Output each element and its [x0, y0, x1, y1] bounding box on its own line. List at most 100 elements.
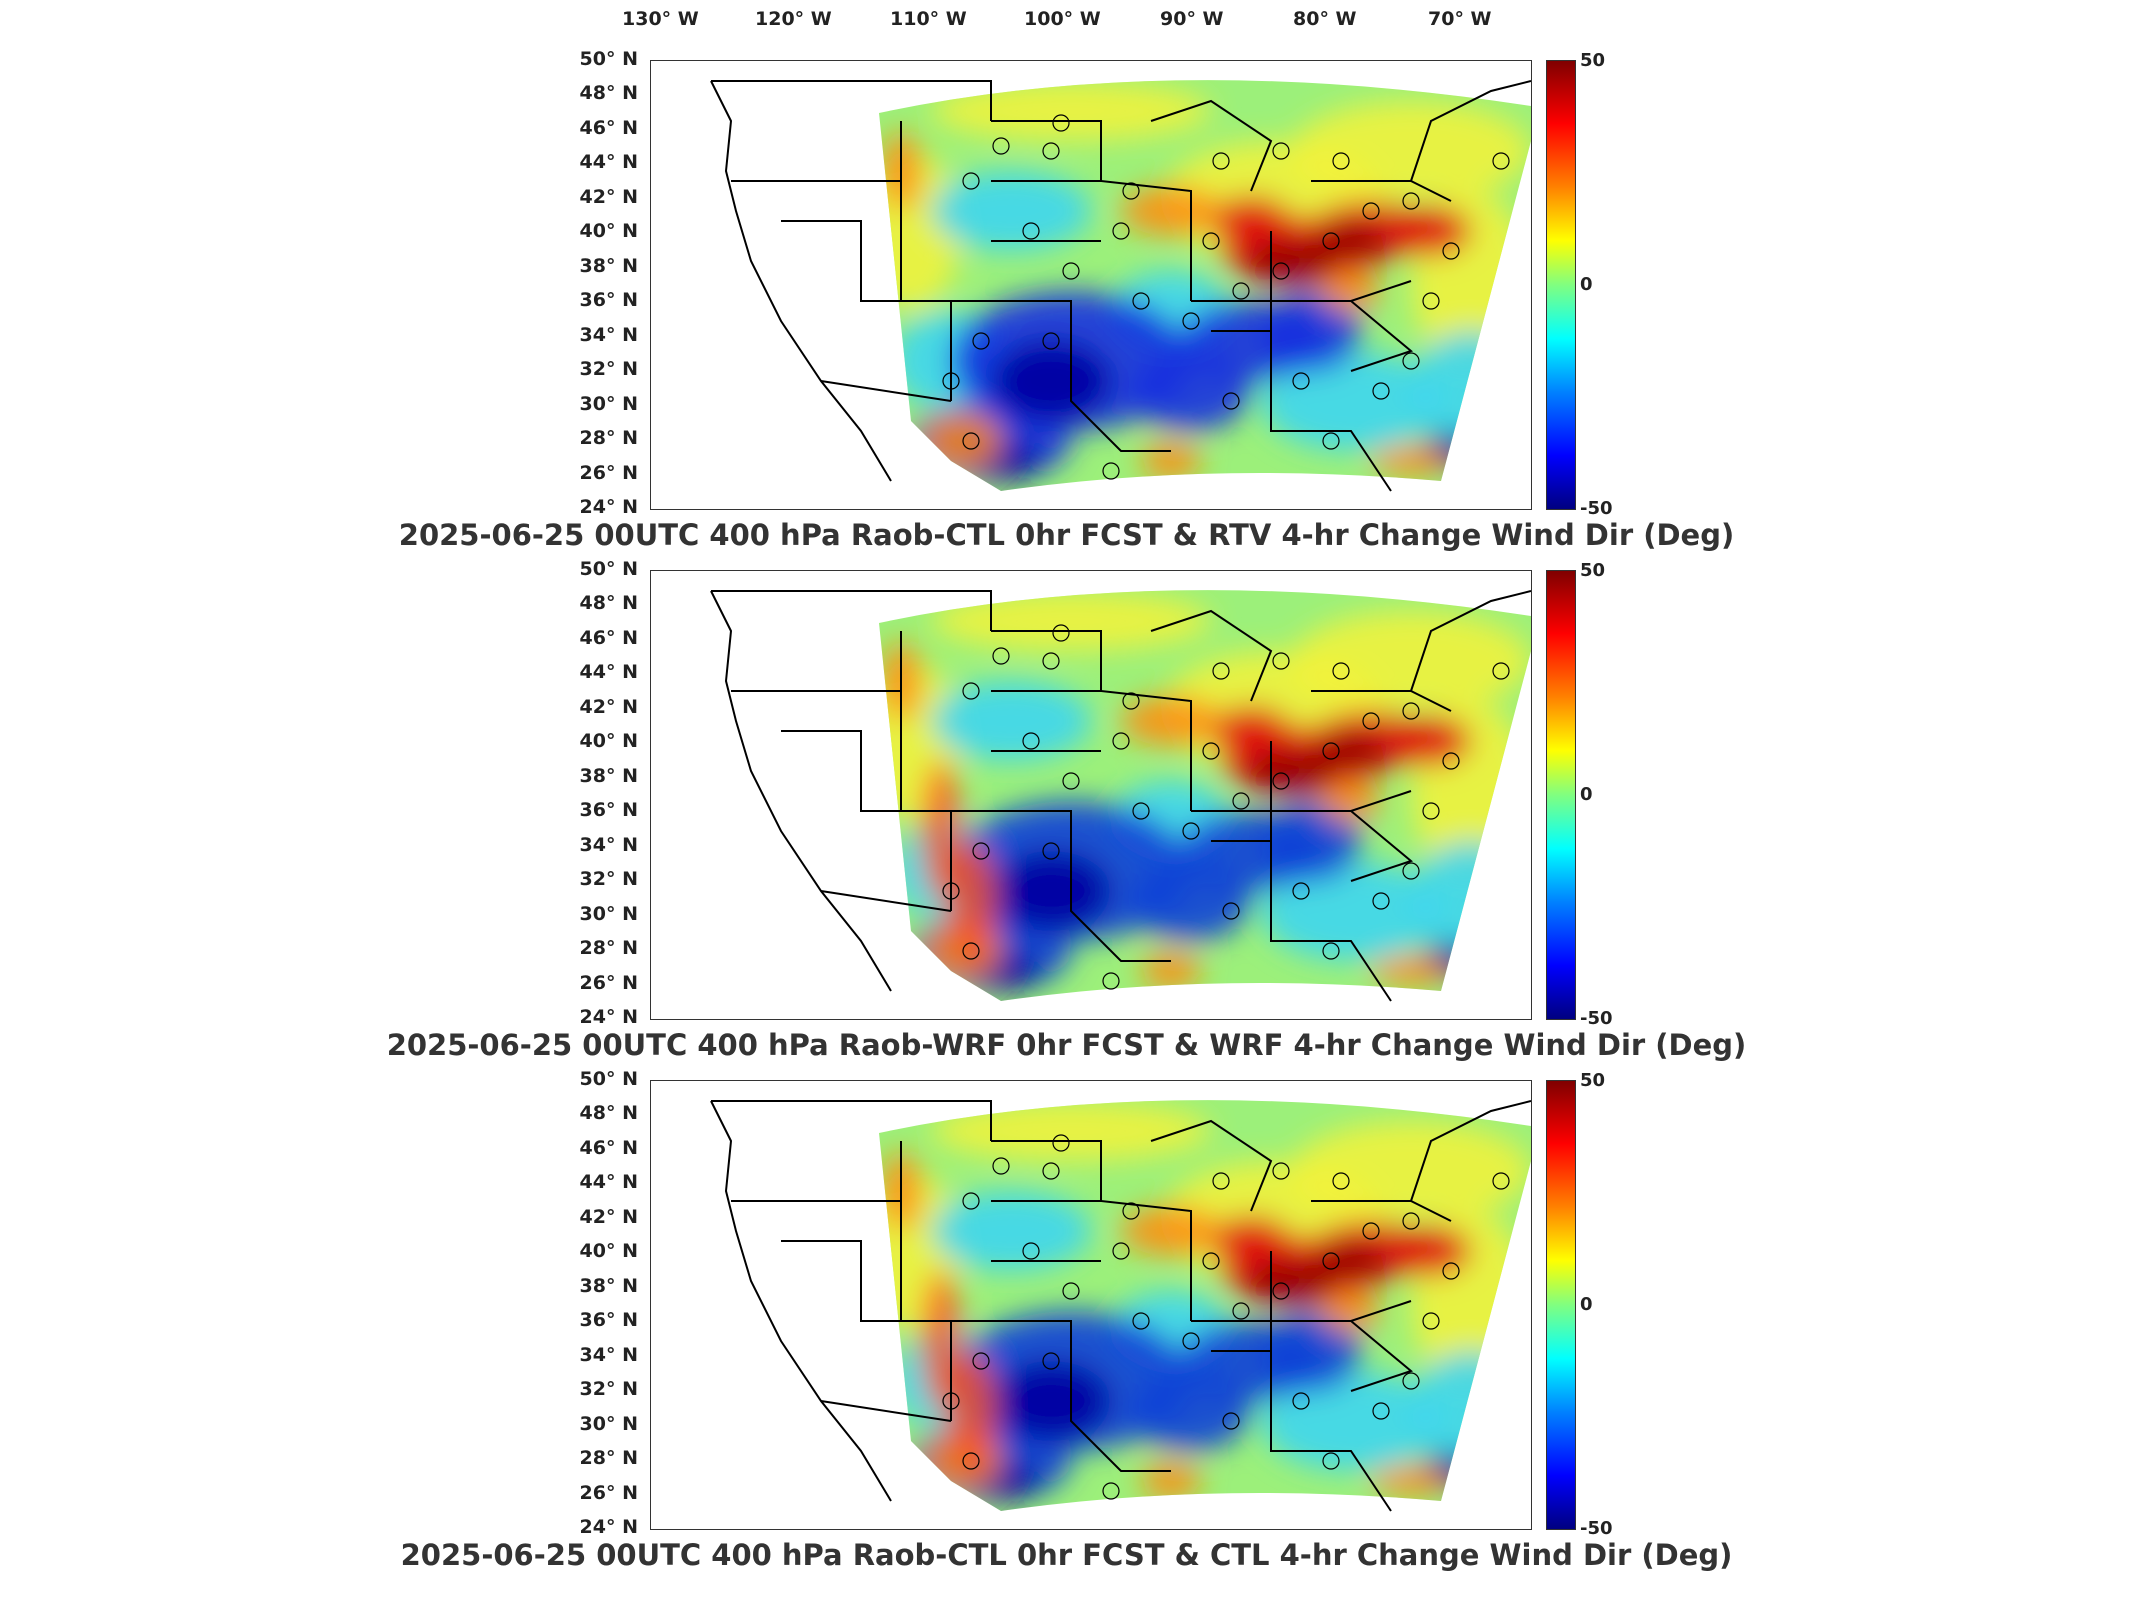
- latitude-label: 48° N: [579, 1102, 638, 1125]
- longitude-label: 120° W: [755, 8, 832, 30]
- raob-station-marker: [1272, 652, 1290, 670]
- raob-station-marker: [1102, 972, 1120, 990]
- raob-station-marker: [1402, 192, 1420, 210]
- raob-station-marker: [942, 882, 960, 900]
- latitude-label: 38° N: [579, 764, 638, 787]
- latitude-label: 42° N: [579, 185, 638, 208]
- latitude-label: 46° N: [579, 1136, 638, 1159]
- colorbar-tick-label: 50: [1580, 50, 1606, 71]
- latitude-label: 24° N: [579, 496, 638, 518]
- raob-station-marker: [1212, 152, 1230, 170]
- raob-station-marker: [962, 682, 980, 700]
- longitude-label: 110° W: [890, 8, 967, 30]
- raob-station-marker: [1132, 802, 1150, 820]
- latitude-label: 30° N: [579, 392, 638, 415]
- raob-station-marker: [1322, 742, 1340, 760]
- raob-station-marker: [1052, 624, 1070, 642]
- raob-station-marker: [1402, 1372, 1420, 1390]
- raob-station-marker: [1052, 114, 1070, 132]
- map-panel-3: [650, 1080, 1532, 1530]
- raob-station-marker: [1102, 462, 1120, 480]
- raob-station-marker: [1042, 142, 1060, 160]
- latitude-label: 34° N: [579, 833, 638, 856]
- latitude-label: 34° N: [579, 323, 638, 346]
- raob-station-marker: [1042, 842, 1060, 860]
- raob-station-marker: [1182, 1332, 1200, 1350]
- raob-station-marker: [1022, 1242, 1040, 1260]
- latitude-label: 32° N: [579, 358, 638, 381]
- latitude-label: 32° N: [579, 868, 638, 891]
- latitude-label: 24° N: [579, 1516, 638, 1538]
- colorbar: [1546, 60, 1576, 510]
- raob-station-marker: [962, 432, 980, 450]
- latitude-label: 32° N: [579, 1378, 638, 1401]
- raob-station-marker: [1132, 1312, 1150, 1330]
- wind-direction-field: [710, 590, 1531, 1002]
- raob-station-marker: [972, 1352, 990, 1370]
- raob-station-marker: [1112, 732, 1130, 750]
- raob-station-marker: [1052, 1134, 1070, 1152]
- colorbar: [1546, 1080, 1576, 1530]
- wind-direction-field: [710, 80, 1531, 492]
- latitude-label: 40° N: [579, 220, 638, 243]
- raob-station-marker: [1292, 372, 1310, 390]
- colorbar-tick-label: 0: [1580, 274, 1593, 295]
- latitude-label: 46° N: [579, 626, 638, 649]
- raob-station-marker: [1222, 1412, 1240, 1430]
- raob-station-marker: [992, 137, 1010, 155]
- raob-station-marker: [1422, 802, 1440, 820]
- map-panel-1: [650, 60, 1532, 510]
- raob-station-marker: [1232, 792, 1250, 810]
- raob-station-marker: [1402, 352, 1420, 370]
- latitude-label: 42° N: [579, 695, 638, 718]
- raob-station-marker: [992, 1157, 1010, 1175]
- latitude-label: 36° N: [579, 1309, 638, 1332]
- raob-station-marker: [1402, 702, 1420, 720]
- raob-station-marker: [1202, 1252, 1220, 1270]
- latitude-label: 30° N: [579, 1412, 638, 1435]
- raob-station-marker: [1332, 662, 1350, 680]
- raob-station-marker: [1332, 1172, 1350, 1190]
- latitude-label: 38° N: [579, 254, 638, 277]
- raob-station-marker: [1322, 942, 1340, 960]
- raob-station-marker: [1212, 662, 1230, 680]
- latitude-label: 40° N: [579, 730, 638, 753]
- raob-station-marker: [1322, 1452, 1340, 1470]
- raob-station-marker: [1322, 432, 1340, 450]
- latitude-label: 34° N: [579, 1343, 638, 1366]
- raob-station-marker: [972, 842, 990, 860]
- raob-station-marker: [1272, 142, 1290, 160]
- colorbar-tick-label: -50: [1580, 1518, 1613, 1539]
- latitude-label: 26° N: [579, 1481, 638, 1504]
- raob-station-marker: [1042, 1352, 1060, 1370]
- raob-station-marker: [1022, 732, 1040, 750]
- latitude-label: 36° N: [579, 799, 638, 822]
- longitude-label: 90° W: [1160, 8, 1224, 30]
- raob-station-marker: [1122, 182, 1140, 200]
- latitude-label: 46° N: [579, 116, 638, 139]
- raob-station-marker: [1062, 1282, 1080, 1300]
- longitude-label: 130° W: [622, 8, 699, 30]
- raob-station-marker: [1182, 822, 1200, 840]
- raob-station-marker: [1232, 1302, 1250, 1320]
- raob-station-marker: [1322, 1252, 1340, 1270]
- raob-station-marker: [1372, 1402, 1390, 1420]
- colorbar-tick-label: 50: [1580, 1070, 1606, 1091]
- raob-station-marker: [1492, 1172, 1510, 1190]
- raob-station-marker: [1492, 662, 1510, 680]
- raob-station-marker: [1062, 262, 1080, 280]
- state-boundaries: [710, 590, 1531, 1002]
- latitude-label: 44° N: [579, 1171, 638, 1194]
- raob-station-marker: [1362, 1222, 1380, 1240]
- raob-station-marker: [1332, 152, 1350, 170]
- panel-title: 2025-06-25 00UTC 400 hPa Raob-CTL 0hr FC…: [400, 1538, 1733, 1572]
- latitude-label: 30° N: [579, 902, 638, 925]
- raob-station-marker: [1442, 752, 1460, 770]
- raob-station-marker: [1112, 1242, 1130, 1260]
- colorbar-tick-label: 50: [1580, 560, 1606, 581]
- raob-station-marker: [1272, 1282, 1290, 1300]
- panel-title: 2025-06-25 00UTC 400 hPa Raob-WRF 0hr FC…: [386, 1028, 1747, 1062]
- raob-station-marker: [962, 1452, 980, 1470]
- latitude-label: 50° N: [579, 48, 638, 70]
- raob-station-marker: [1222, 392, 1240, 410]
